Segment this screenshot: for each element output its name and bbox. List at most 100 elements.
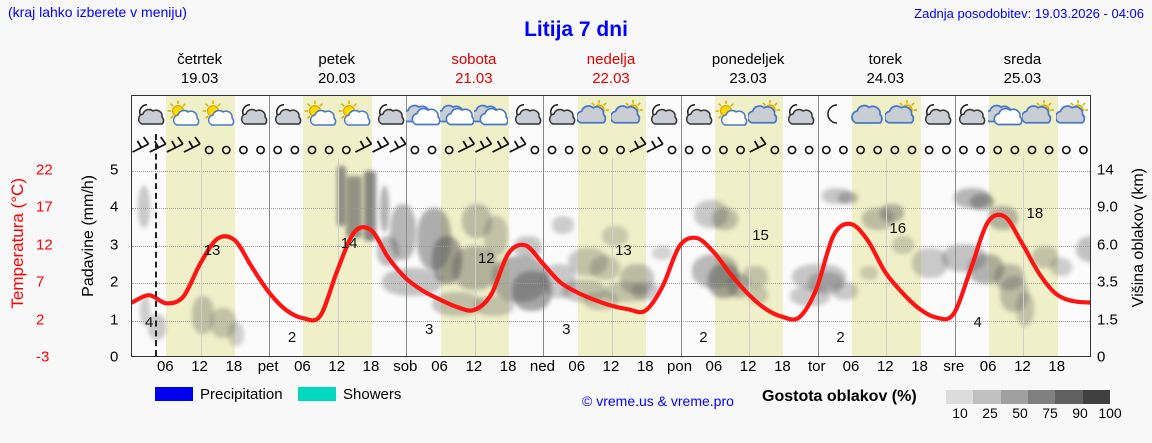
- cloud-tick-5: 0: [1097, 348, 1106, 366]
- x-tick-16: 06: [705, 358, 723, 375]
- chart-legend: Precipitation Showers: [0, 385, 1152, 425]
- cloudy-icon: [405, 96, 440, 134]
- moon-cloud-icon: [269, 96, 303, 134]
- temp-extreme-label-9: 15: [752, 227, 769, 245]
- day-separator-1: [269, 96, 271, 356]
- moon-cloud-icon: [372, 96, 406, 134]
- cloudy-icon: [474, 96, 509, 134]
- cloud-blob: [210, 308, 236, 338]
- cloud-density-colorbar: [946, 390, 1110, 404]
- moon-cloud-icon: [919, 96, 953, 134]
- cloud-blob: [568, 248, 608, 276]
- cloud-blob: [790, 286, 830, 306]
- x-tick-3: pet: [257, 358, 279, 375]
- hour-separator: [337, 158, 339, 356]
- prec-tick-0: 5: [110, 161, 119, 179]
- temp-extreme-label-12: 4: [973, 313, 982, 331]
- temp-tick-0: 22: [36, 161, 53, 179]
- temp-extreme-label-13: 18: [1026, 204, 1044, 222]
- temp-extreme-label-5: 12: [477, 249, 495, 267]
- sun-cloud-icon: [337, 96, 371, 134]
- moon-cloud-icon: [508, 96, 542, 134]
- cloud-density-layer: [132, 96, 1090, 356]
- cloud-blob: [346, 176, 362, 238]
- x-tick-2: 18: [225, 358, 243, 375]
- legend-precipitation-label: Precipitation: [200, 385, 283, 403]
- temperature-axis-title: Temperatura (°C): [8, 178, 27, 309]
- gridline-3: [132, 283, 1090, 285]
- temp-extreme-label-6: 3: [562, 321, 571, 339]
- day-date: 21.03: [455, 70, 493, 87]
- temp-extreme-label-0: 4: [144, 313, 154, 331]
- x-tick-7: sob: [393, 358, 418, 375]
- day-date: 23.03: [729, 70, 767, 87]
- cloud-density-tick-3: 75: [1042, 405, 1058, 421]
- gridline-4: [132, 320, 1090, 322]
- x-tick-19: tor: [807, 358, 826, 375]
- last-update-label: Zadnja posodobitev: 19.03.2026 - 04:06: [914, 6, 1144, 21]
- cloud-blob: [604, 282, 648, 302]
- prec-tick-1: 4: [110, 198, 119, 216]
- cloud-blob: [390, 204, 416, 260]
- page-title: Litija 7 dni: [524, 18, 628, 41]
- hour-separator: [886, 158, 888, 356]
- cloud-blob: [994, 264, 1024, 290]
- day-date: 20.03: [317, 70, 356, 87]
- temp-tick-1: 17: [36, 198, 53, 216]
- cloud-density-tick-5: 100: [1098, 405, 1122, 421]
- cloud-blob: [832, 282, 858, 300]
- credit-link[interactable]: © vreme.us & vreme.pro: [582, 393, 734, 409]
- day-separator-6: [954, 96, 956, 356]
- moon-cloud-icon: [235, 96, 269, 134]
- x-tick-23: sre: [943, 358, 965, 375]
- cloud-density-tick-1: 25: [982, 405, 998, 421]
- day-name: sobota: [451, 51, 497, 68]
- x-tick-25: 12: [1014, 358, 1031, 375]
- cloud-density-step-5: [1082, 390, 1110, 404]
- day-name: sreda: [1003, 51, 1042, 68]
- temp-extreme-label-4: 3: [424, 321, 434, 339]
- cloud-blob: [462, 204, 492, 238]
- cloud-blob: [1016, 292, 1034, 326]
- temp-extreme-label-11: 16: [889, 219, 907, 237]
- day-separator-5: [817, 96, 819, 356]
- wind-barb-row: [132, 134, 1090, 158]
- x-tick-17: 12: [739, 358, 757, 375]
- cloud-blob: [652, 246, 672, 260]
- cloud-density-tick-0: 10: [952, 405, 968, 421]
- cloud-blob: [632, 282, 660, 300]
- sun-icon: [850, 96, 885, 134]
- x-axis-tick-labels: 06 12 18 pet 06 12 18 sob 06 12 18 ned 06 12 18 pon 06 12…: [131, 358, 1091, 378]
- cloud-sun-icon: [1056, 96, 1090, 134]
- day-header-4: ponedeljek 23.03: [680, 50, 817, 92]
- x-tick-6: 18: [362, 358, 380, 375]
- cloud-sun-icon: [748, 96, 782, 134]
- moon-icon: [816, 96, 850, 134]
- prec-tick-5: 0: [110, 348, 119, 366]
- cloudy-icon: [440, 96, 475, 134]
- day-name: torek: [868, 51, 902, 68]
- x-tick-8: 06: [431, 358, 448, 375]
- cloud-blob: [620, 264, 654, 294]
- cloud-blob: [590, 256, 620, 280]
- precipitation-swatch: [155, 387, 193, 402]
- cloud-blob: [970, 194, 994, 210]
- gridline-0: [132, 171, 1090, 172]
- cloud-blob: [822, 188, 852, 204]
- cloud-tick-0: 14: [1097, 161, 1114, 179]
- x-tick-13: 12: [602, 358, 620, 375]
- cloud-density-colorbar-labels: 10 25 50 75 90 100: [946, 405, 1124, 423]
- prec-tick-3: 2: [110, 273, 119, 291]
- day-separator-4: [680, 96, 682, 356]
- x-tick-14: 18: [636, 358, 654, 375]
- cloud-tick-3: 3.5: [1097, 273, 1118, 291]
- x-tick-21: 12: [876, 358, 894, 375]
- x-tick-11: ned: [529, 358, 555, 375]
- temp-extreme-label-8: 2: [699, 328, 708, 346]
- day-header-3: nedelja 22.03: [542, 50, 679, 92]
- sun-cloud-icon: [303, 96, 337, 134]
- cloudy-icon: [987, 96, 1022, 134]
- location-menu-note[interactable]: (kraj lahko izberete v meniju): [8, 4, 187, 20]
- temp-extreme-label-7: 13: [615, 242, 632, 260]
